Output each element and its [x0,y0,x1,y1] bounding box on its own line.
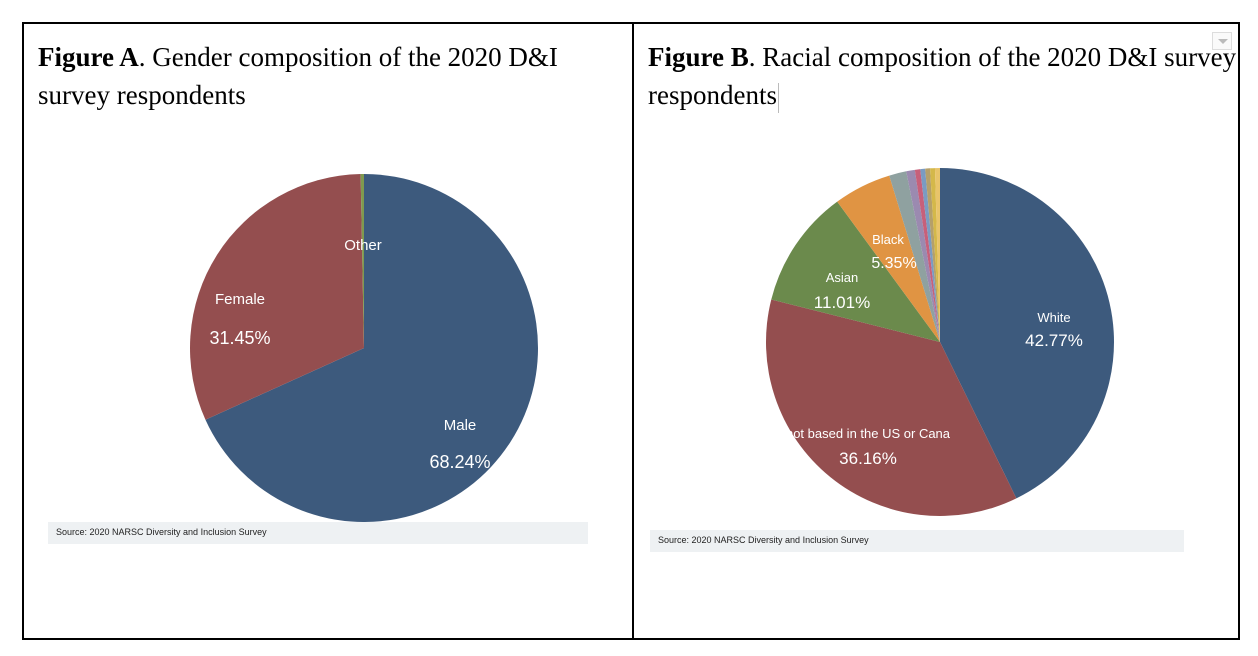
figure-table: Figure A. Gender composition of the 2020… [22,22,1240,640]
slice-percent-label: 68.24% [429,452,490,472]
figure-a-caption: Figure A. Gender composition of the 2020… [38,38,628,114]
pie-slice-minor-4 [889,171,940,342]
pie-slice-asian [771,201,940,342]
pie-slice-female [190,174,364,420]
figure-b-caption-text: . Racial composition of the 2020 D&I sur… [648,42,1237,110]
figure-a-source: Source: 2020 NARSC Diversity and Inclusi… [56,527,267,537]
figure-a-cell: Figure A. Gender composition of the 2020… [24,24,632,638]
pie-slice-male [205,174,538,522]
pie-slice-minor-9 [930,168,940,342]
slice-label: Asian [826,270,859,285]
figure-a-caption-bold: Figure A [38,42,139,72]
pie-slice-minor-5 [906,169,940,342]
table-divider [632,24,634,638]
figure-a-source-bar: Source: 2020 NARSC Diversity and Inclusi… [48,522,588,544]
figure-b-source-bar: Source: 2020 NARSC Diversity and Inclusi… [650,530,1184,552]
slice-label: Other [344,237,382,254]
slice-percent-label: 31.45% [209,328,270,348]
pie-slice-minor-6 [914,169,940,342]
slice-label: not based in the US or Cana [786,426,951,441]
dropdown-arrow-icon[interactable] [1212,32,1232,50]
slice-label: Female [215,291,265,308]
text-cursor [777,82,779,113]
slice-percent-label: 42.77% [1025,331,1083,350]
pie-slice-minor-10 [934,168,940,342]
figure-b-image: White 42.77% not based in the US or Cana 36… [650,156,1184,552]
slice-label: Male [444,417,477,434]
figure-b-cell: Figure B. Racial composition of the 2020… [634,24,1238,638]
slice-label: Black [872,232,904,247]
pie-slice-white [940,168,1114,499]
pie-slice-other [360,174,364,348]
figure-b-source: Source: 2020 NARSC Diversity and Inclusi… [658,535,869,545]
figure-b-caption: Figure B. Racial composition of the 2020… [648,38,1238,114]
figure-a-caption-text: . Gender composition of the 2020 D&I sur… [38,42,558,110]
slice-percent-label: 5.35% [871,255,916,272]
gender-pie-chart: Male 68.24% Female 31.45% Other [190,174,538,522]
pie-slice-minor-8 [925,168,940,342]
figure-a-image: Male 68.24% Female 31.45% Other Source: 2020… [48,150,588,544]
figure-b-caption-bold: Figure B [648,42,749,72]
slice-percent-label: 11.01% [814,293,870,312]
pie-slice-not-based-in-the-us-or-cana [766,299,1017,516]
pie-slice-minor-7 [920,168,940,342]
pie-slice-black [837,175,940,342]
slice-percent-label: 36.16% [839,449,897,468]
slice-label: White [1037,310,1070,325]
race-pie-chart: White 42.77% not based in the US or Cana 36… [766,168,1114,516]
